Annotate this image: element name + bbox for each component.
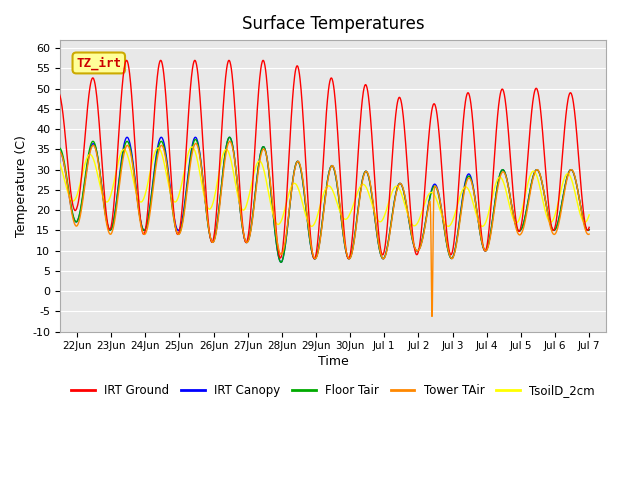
X-axis label: Time: Time: [317, 356, 348, 369]
Text: TZ_irt: TZ_irt: [76, 56, 121, 70]
Y-axis label: Temperature (C): Temperature (C): [15, 135, 28, 237]
Legend: IRT Ground, IRT Canopy, Floor Tair, Tower TAir, TsoilD_2cm: IRT Ground, IRT Canopy, Floor Tair, Towe…: [67, 379, 600, 401]
Title: Surface Temperatures: Surface Temperatures: [242, 15, 424, 33]
